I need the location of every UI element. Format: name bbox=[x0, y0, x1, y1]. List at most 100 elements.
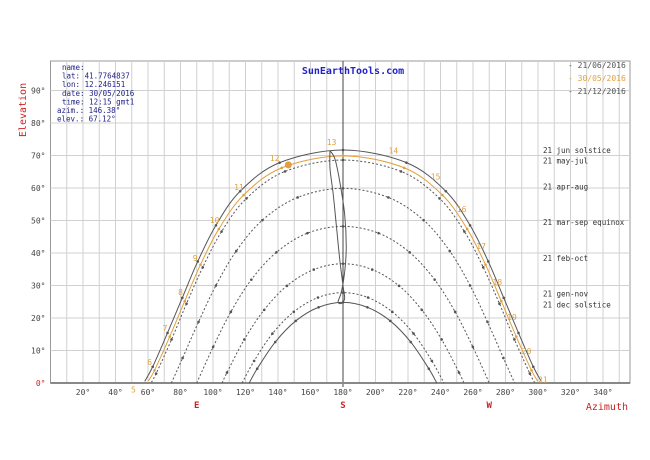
curve-label: 21 jun solstice bbox=[543, 146, 611, 155]
x-tick-label: 240° bbox=[431, 388, 450, 397]
curve-label: 21 feb-oct bbox=[543, 254, 588, 263]
hour-point bbox=[238, 189, 242, 193]
hour-point bbox=[397, 284, 401, 288]
hour-point bbox=[433, 278, 436, 281]
x-tick-label: 280° bbox=[496, 388, 515, 397]
hour-point bbox=[245, 197, 248, 200]
hour-point bbox=[151, 365, 155, 369]
hour-point bbox=[463, 230, 466, 233]
hour-point bbox=[486, 260, 490, 263]
plot-frame bbox=[50, 60, 631, 384]
hour-point bbox=[377, 231, 380, 235]
hour-point bbox=[252, 359, 256, 363]
hour-point bbox=[471, 345, 475, 349]
hour-point bbox=[316, 296, 320, 299]
hour-label: 18 bbox=[493, 278, 503, 287]
hour-label: 8 bbox=[178, 288, 183, 297]
hour-point bbox=[296, 196, 299, 199]
hour-point bbox=[280, 166, 284, 170]
hour-point bbox=[440, 338, 443, 341]
sun-path-curve bbox=[241, 292, 445, 384]
curve-label: 21 gen-nov bbox=[543, 290, 589, 299]
hour-point bbox=[283, 170, 287, 173]
x-tick-label: 100° bbox=[203, 388, 222, 397]
hour-point bbox=[170, 338, 173, 341]
hour-point bbox=[502, 296, 506, 300]
hour-point bbox=[448, 249, 452, 253]
hour-point bbox=[255, 367, 259, 371]
hour-point bbox=[214, 224, 218, 227]
hour-point bbox=[502, 356, 505, 360]
x-tick-label: 160° bbox=[301, 388, 320, 397]
hour-point bbox=[341, 187, 345, 190]
hour-point bbox=[427, 367, 431, 371]
hour-point bbox=[196, 260, 200, 263]
hour-label: 13 bbox=[327, 138, 337, 147]
curve-label: 21 may-jul bbox=[543, 157, 588, 166]
hour-point bbox=[531, 365, 535, 369]
hour-point bbox=[405, 161, 408, 164]
hour-point bbox=[278, 161, 281, 164]
hour-point bbox=[341, 262, 345, 266]
hour-point bbox=[370, 268, 374, 271]
hour-point bbox=[243, 338, 246, 341]
hour-point bbox=[306, 231, 309, 235]
hour-point bbox=[234, 249, 238, 253]
x-tick-label: 220° bbox=[398, 388, 417, 397]
hour-point bbox=[166, 331, 169, 335]
hour-point bbox=[444, 189, 448, 193]
y-tick-label: 20° bbox=[31, 314, 45, 323]
hour-point bbox=[250, 278, 253, 281]
hour-point bbox=[220, 230, 223, 233]
hour-label: 15 bbox=[431, 173, 441, 182]
current-sun-marker bbox=[284, 161, 292, 169]
hour-point bbox=[409, 340, 413, 344]
hour-label: 5 bbox=[131, 385, 136, 394]
y-tick-label: 60° bbox=[31, 184, 45, 193]
hour-label: 20 bbox=[522, 347, 532, 356]
hour-point bbox=[468, 284, 472, 287]
hour-point bbox=[153, 369, 156, 372]
hour-point bbox=[465, 227, 469, 231]
hour-point bbox=[499, 299, 503, 303]
x-tick-label: 120° bbox=[236, 388, 255, 397]
hour-point bbox=[457, 371, 461, 374]
hour-point bbox=[211, 345, 215, 349]
y-tick-label: 0° bbox=[36, 379, 46, 388]
hour-label: 7 bbox=[163, 324, 168, 333]
hour-point bbox=[366, 296, 370, 299]
hour-label: 12 bbox=[270, 154, 280, 163]
info-azim: azim.: 146.38° bbox=[57, 106, 120, 115]
hour-point bbox=[498, 302, 501, 306]
hour-label: 10 bbox=[210, 216, 220, 225]
x-tick-label: 20° bbox=[76, 388, 90, 397]
hour-point bbox=[292, 310, 296, 314]
hour-label: 6 bbox=[147, 358, 152, 367]
hour-point bbox=[341, 225, 345, 228]
info-name: name: bbox=[62, 63, 85, 72]
x-tick-label: 180° bbox=[333, 388, 352, 397]
info-lat: lat: 41.7764837 bbox=[62, 72, 130, 81]
hour-point bbox=[185, 302, 188, 306]
cardinal-label: S bbox=[340, 401, 345, 411]
hour-point bbox=[271, 332, 274, 335]
hour-label: 11 bbox=[234, 183, 244, 192]
hour-point bbox=[484, 263, 487, 267]
hour-label: 14 bbox=[389, 147, 399, 156]
hour-point bbox=[399, 170, 403, 173]
hour-point bbox=[390, 310, 394, 314]
hour-point bbox=[422, 218, 425, 222]
hour-point bbox=[273, 340, 277, 344]
curve-label: 21 mar-sep equinox bbox=[543, 218, 625, 227]
hour-point bbox=[229, 310, 233, 314]
hour-point bbox=[312, 268, 316, 271]
legend-entry: - 21/06/2016 bbox=[568, 61, 626, 70]
legend-entry: - 30/05/2016 bbox=[568, 74, 626, 83]
hour-point bbox=[530, 369, 533, 372]
x-tick-label: 40° bbox=[108, 388, 122, 397]
info-elev: elev.: 67.12° bbox=[57, 115, 116, 124]
hour-point bbox=[197, 320, 200, 324]
hour-point bbox=[412, 332, 415, 335]
hour-point bbox=[341, 158, 345, 162]
